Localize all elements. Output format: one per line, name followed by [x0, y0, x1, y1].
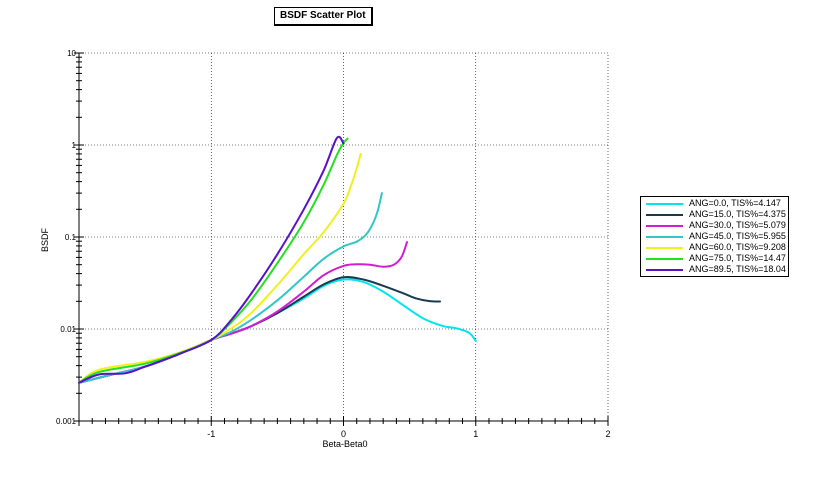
legend-swatch: [646, 246, 683, 249]
legend-item: ANG=0.0, TIS%=4.147: [641, 198, 788, 209]
legend-item: ANG=30.0, TIS%=5.079: [641, 220, 788, 231]
legend-swatch: [646, 224, 683, 227]
series-line-2: [78, 241, 408, 384]
legend-swatch: [646, 213, 683, 216]
tick-labels: -1 0 1 2 0.001 0.01 0.1 1 10: [56, 49, 611, 439]
x-tick-label: -1: [207, 429, 215, 439]
legend-item: ANG=60.0, TIS%=9.208: [641, 242, 788, 253]
series-line-5: [78, 137, 349, 384]
legend-item: ANG=45.0, TIS%=5.955: [641, 231, 788, 242]
series-line-6: [78, 135, 345, 384]
chart-legend: ANG=0.0, TIS%=4.147 ANG=15.0, TIS%=4.375 A…: [640, 196, 789, 277]
x-axis-label: Beta-Beta0: [322, 439, 367, 449]
legend-item: ANG=75.0, TIS%=14.47: [641, 253, 788, 264]
y-tick-label: 0.001: [56, 417, 77, 426]
legend-label: ANG=45.0, TIS%=5.955: [689, 231, 786, 241]
series-line-3: [78, 192, 383, 384]
axes: [74, 52, 609, 426]
legend-swatch: [646, 202, 683, 205]
legend-item: ANG=15.0, TIS%=4.375: [641, 209, 788, 220]
legend-label: ANG=89.5, TIS%=18.04: [689, 264, 786, 274]
chart-title-button[interactable]: BSDF Scatter Plot: [274, 7, 373, 26]
y-tick-label: 10: [67, 49, 76, 58]
legend-swatch: [646, 257, 683, 260]
series-line-0: [78, 278, 477, 384]
y-axis-label: BSDF: [40, 228, 50, 253]
legend-swatch: [646, 235, 683, 238]
y-tick-label: 0.1: [65, 233, 77, 242]
y-tick-label: 1: [72, 141, 77, 150]
x-tick-label: 1: [473, 429, 478, 439]
legend-item: ANG=89.5, TIS%=18.04: [641, 264, 788, 275]
legend-label: ANG=15.0, TIS%=4.375: [689, 209, 786, 219]
series-line-4: [78, 152, 362, 384]
x-tick-label: 2: [605, 429, 610, 439]
legend-label: ANG=0.0, TIS%=4.147: [689, 198, 781, 208]
legend-swatch: [646, 268, 683, 271]
legend-label: ANG=60.0, TIS%=9.208: [689, 242, 786, 252]
series-lines: [78, 135, 477, 384]
legend-label: ANG=75.0, TIS%=14.47: [689, 253, 786, 263]
x-tick-label: 0: [341, 429, 346, 439]
y-tick-label: 0.01: [60, 325, 76, 334]
grid-lines: [78, 52, 609, 422]
legend-label: ANG=30.0, TIS%=5.079: [689, 220, 786, 230]
